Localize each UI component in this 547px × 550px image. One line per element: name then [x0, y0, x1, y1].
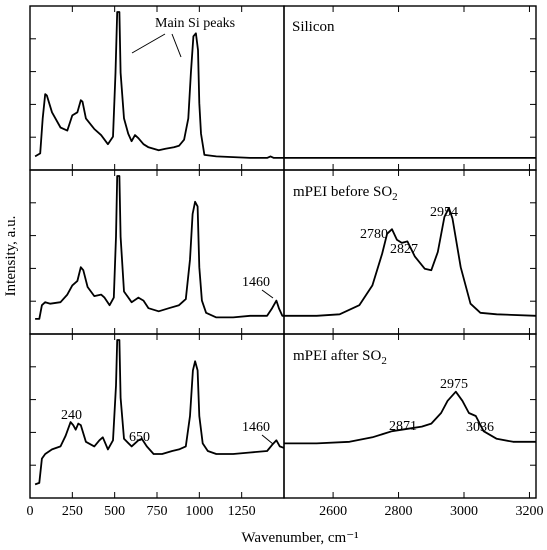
annotation-1460-bottom: 1460	[242, 420, 270, 435]
leader-1460-bottom	[261, 434, 274, 445]
tick-labels: 0 250 500 750 1000 1250 2600 2800 3000 3200	[27, 504, 544, 519]
panel-frame-left-1	[29, 169, 285, 335]
annotation-1460-mid: 1460	[242, 275, 270, 290]
spectra-curves	[34, 11, 536, 486]
annotation-240: 240	[61, 408, 82, 423]
spectrum-left-1	[35, 175, 284, 320]
spectrum-right-1	[284, 207, 536, 317]
spectrum-left-2	[34, 339, 284, 486]
annotation-2871: 2871	[389, 419, 417, 434]
annotation-2780: 2780	[360, 227, 388, 242]
xtick-label-right-2: 3000	[450, 504, 478, 519]
annotation-main-si-peaks: Main Si peaks	[155, 16, 235, 31]
annotation-2954: 2954	[430, 205, 458, 220]
xtick-label-left-4: 1000	[185, 504, 213, 519]
panel-frames	[29, 5, 537, 499]
xtick-label-left-3: 750	[147, 504, 168, 519]
axis-ticks	[29, 6, 536, 498]
xtick-label-left-0: 0	[27, 504, 34, 519]
leader-main-si-1	[131, 33, 166, 54]
leader-main-si-2	[171, 33, 182, 58]
spectrum-right-2	[284, 390, 536, 445]
annotation-650: 650	[129, 430, 150, 445]
panel-label-after-sub: 2	[381, 355, 387, 367]
annotation-2975: 2975	[440, 377, 468, 392]
xtick-label-right-0: 2600	[319, 504, 347, 519]
panel-label-after: mPEI after SO2	[293, 348, 387, 367]
xtick-label-right-1: 2800	[385, 504, 413, 519]
panel-label-before-sub: 2	[392, 191, 398, 203]
panel-frame-right-2	[283, 333, 537, 499]
panel-label-silicon: Silicon	[292, 19, 335, 35]
annotation-3036: 3036	[466, 420, 494, 435]
x-axis-label: Wavenumber, cm⁻¹	[241, 530, 358, 546]
spectrum-left-0	[34, 11, 284, 159]
xtick-label-left-5: 1250	[228, 504, 256, 519]
panel-label-after-text: mPEI after SO	[293, 348, 381, 364]
panel-label-before-text: mPEI before SO	[293, 184, 392, 200]
xtick-label-left-2: 500	[104, 504, 125, 519]
y-axis-label: Intensity, a.u.	[3, 216, 19, 297]
xtick-label-left-1: 250	[62, 504, 83, 519]
annotation-2827: 2827	[390, 242, 418, 257]
xtick-label-right-3: 3200	[515, 504, 543, 519]
leader-1460-mid	[261, 289, 274, 299]
panel-label-before: mPEI before SO2	[293, 184, 398, 203]
